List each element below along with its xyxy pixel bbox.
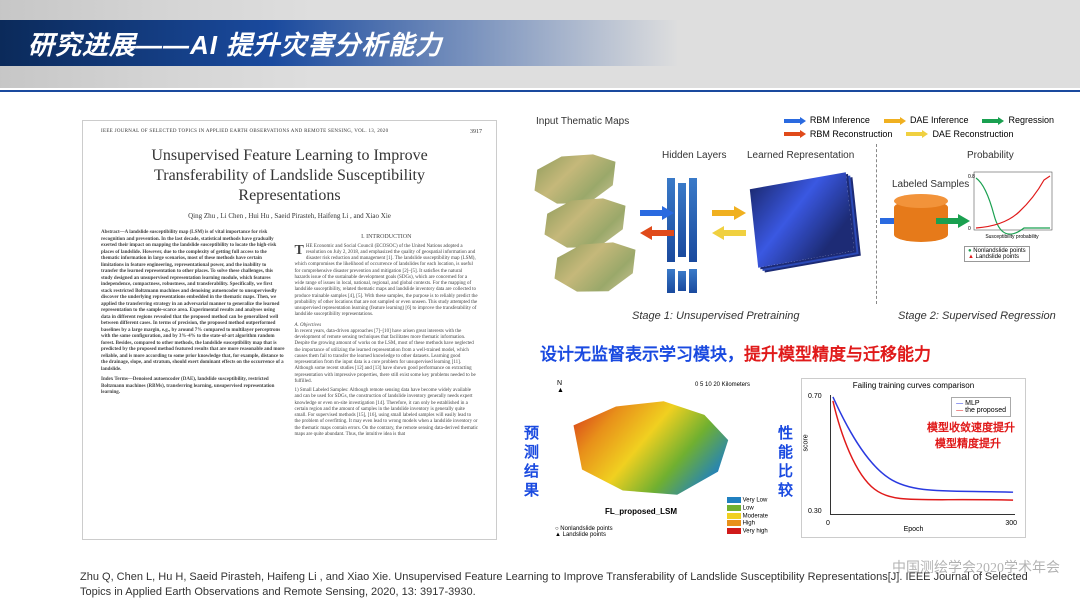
input-maps-label: Input Thematic Maps bbox=[536, 116, 629, 127]
header-underline bbox=[0, 90, 1080, 92]
title-bar: 研究进展——AI 提升灾害分析能力 bbox=[0, 20, 680, 66]
page-number: 3917 bbox=[470, 129, 482, 135]
diagram-legend: RBM Inference DAE Inference Regression R… bbox=[784, 114, 1054, 141]
arrow-icon bbox=[884, 117, 906, 125]
slide-title: 研究进展——AI 提升灾害分析能力 bbox=[28, 25, 442, 62]
hidden-layers-label: Hidden Layers bbox=[662, 150, 726, 161]
legend-rbm-rec: RBM Reconstruction bbox=[810, 128, 893, 142]
learned-rep-label: Learned Representation bbox=[747, 150, 854, 161]
subpara-1: 1) Small Labeled Samples: Although remot… bbox=[295, 388, 479, 438]
intro-para: T HE Economic and Social Council (ECOSOC… bbox=[295, 244, 479, 319]
y-axis-label: score bbox=[803, 434, 810, 451]
training-curves-chart: Failing training curves comparison — MLP… bbox=[801, 378, 1026, 538]
journal-header: IEEE JOURNAL OF SELECTED TOPICS IN APPLI… bbox=[101, 129, 478, 134]
svg-text:0: 0 bbox=[968, 226, 971, 232]
intro-text: HE Economic and Social Council (ECOSOC) … bbox=[295, 244, 478, 318]
arrow-icon bbox=[784, 117, 806, 125]
paper-col-left: Abstract—A landslide susceptibility map … bbox=[101, 230, 285, 438]
scalebar: 0 5 10 20 Kilometers bbox=[695, 382, 750, 388]
chart-plot-area bbox=[830, 395, 1015, 515]
pipeline-diagram: RBM Inference DAE Inference Regression R… bbox=[522, 114, 1062, 329]
arrow-icon bbox=[712, 226, 746, 240]
paper-authors: Qing Zhu , Li Chen , Hui Hu , Saeid Pira… bbox=[101, 212, 478, 220]
pred-results-label: 预测结果 bbox=[520, 378, 541, 548]
legend-rbm-inf: RBM Inference bbox=[810, 114, 870, 128]
chart-annotation-2: 模型精度提升 bbox=[935, 435, 1001, 451]
prediction-map: N▲ 0 5 10 20 Kilometers FL_proposed_LSM … bbox=[545, 378, 770, 538]
arrow-icon bbox=[784, 130, 806, 138]
arrow-icon bbox=[982, 117, 1004, 125]
learned-rep-stack bbox=[750, 172, 854, 267]
arrow-icon bbox=[640, 206, 674, 220]
hidden-layers-bars bbox=[667, 269, 697, 293]
arrow-icon bbox=[906, 130, 928, 138]
perf-compare-label: 性能比较 bbox=[774, 378, 795, 548]
highlight-red: 提升模型精度与迁移能力 bbox=[744, 345, 931, 364]
legend-dae-inf: DAE Inference bbox=[910, 114, 969, 128]
x-axis-label: Epoch bbox=[904, 526, 924, 533]
map-title: FL_proposed_LSM bbox=[605, 507, 677, 516]
hidden-layers-bars bbox=[667, 178, 697, 262]
paper-col-right: I. INTRODUCTION T HE Economic and Social… bbox=[295, 230, 479, 438]
probability-label: Probability bbox=[967, 150, 1014, 161]
stage-separator bbox=[876, 144, 877, 304]
paper-preview: IEEE JOURNAL OF SELECTED TOPICS IN APPLI… bbox=[82, 120, 497, 540]
svg-text:Susceptibility probability: Susceptibility probability bbox=[985, 234, 1039, 240]
susceptibility-map-shape bbox=[565, 396, 735, 501]
citation: Zhu Q, Chen L, Hu H, Saeid Pirasteh, Hai… bbox=[80, 570, 1060, 599]
results-row: 预测结果 N▲ 0 5 10 20 Kilometers FL_proposed… bbox=[520, 378, 1065, 548]
stage1-caption: Stage 1: Unsupervised Pretraining bbox=[632, 310, 800, 322]
paper-columns: Abstract—A landslide susceptibility map … bbox=[101, 230, 478, 438]
prob-plot-legend: ● Nonlandslide points ▲ Landslide points bbox=[964, 246, 1030, 262]
index-terms: Index Terms—Denoised autoencoder (DAE), … bbox=[101, 377, 285, 397]
paper-title: Unsupervised Feature Learning to Improve… bbox=[111, 146, 468, 206]
para-a: In recent years, data-driven approaches … bbox=[295, 329, 479, 385]
probability-plot: Susceptibility probability 0.8 0 bbox=[964, 170, 1054, 240]
abstract: Abstract—A landslide susceptibility map … bbox=[101, 230, 285, 373]
arrow-icon bbox=[712, 206, 746, 220]
chart-title: Failing training curves comparison bbox=[802, 381, 1025, 390]
arrow-icon bbox=[640, 226, 674, 240]
map-legend: Very LowLowModerateHighVery high bbox=[727, 497, 768, 536]
dropcap: T bbox=[295, 244, 306, 258]
chart-annotation-1: 模型收敛速度提升 bbox=[927, 419, 1015, 435]
svg-text:0.8: 0.8 bbox=[968, 174, 975, 180]
highlight-blue: 设计无监督表示学习模块， bbox=[540, 345, 744, 364]
slide-header: 研究进展——AI 提升灾害分析能力 bbox=[0, 0, 1080, 88]
highlight-text: 设计无监督表示学习模块，提升模型精度与迁移能力 bbox=[540, 340, 931, 365]
legend-regression: Regression bbox=[1008, 114, 1054, 128]
section-head: I. INTRODUCTION bbox=[295, 234, 479, 242]
legend-dae-rec: DAE Reconstruction bbox=[932, 128, 1013, 142]
slide-content: IEEE JOURNAL OF SELECTED TOPICS IN APPLI… bbox=[0, 110, 1080, 570]
map-footer: ○ Nonlandslide points ▲ Landslide points bbox=[555, 526, 613, 538]
labeled-samples-label: Labeled Samples bbox=[892, 179, 969, 190]
stage2-caption: Stage 2: Supervised Regression bbox=[898, 310, 1056, 322]
